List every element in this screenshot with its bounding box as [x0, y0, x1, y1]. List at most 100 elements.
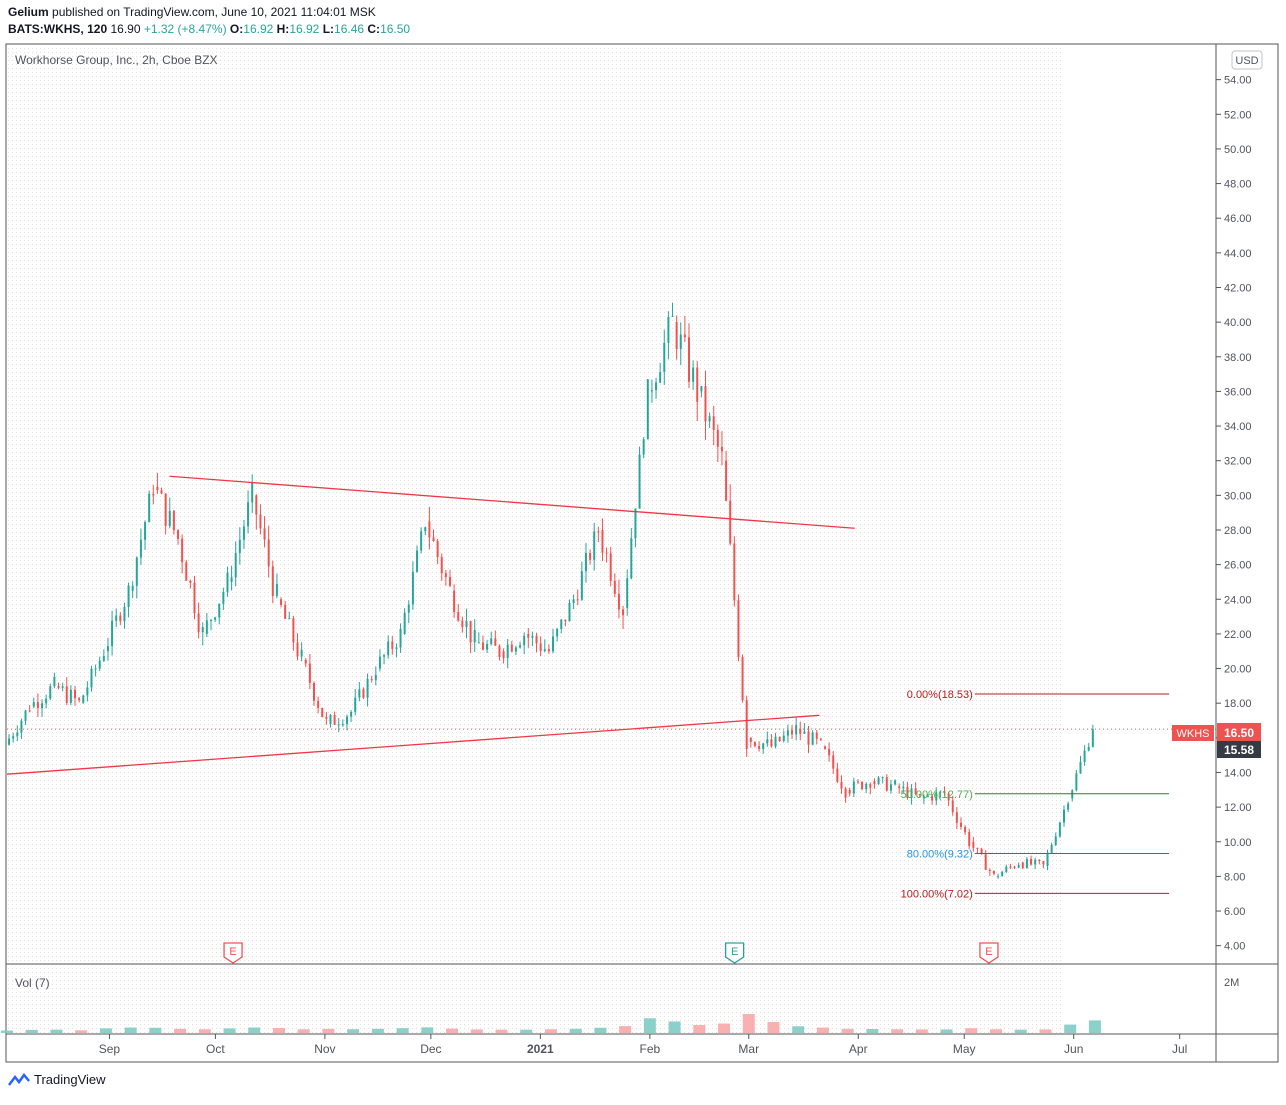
earnings-badge	[724, 942, 745, 964]
volume-bar	[1014, 1029, 1027, 1033]
candle-body	[24, 710, 27, 721]
candle-body	[502, 651, 505, 659]
candle-body	[646, 379, 649, 440]
volume-label: Vol (7)	[15, 976, 50, 990]
earnings-badge	[979, 942, 999, 964]
candle-body	[828, 748, 831, 756]
candle-body	[935, 792, 938, 801]
candle-body	[416, 550, 419, 572]
fib-level-label: 50.00%(12.77)	[901, 789, 973, 801]
candle-body	[345, 716, 348, 725]
candle-body	[704, 386, 707, 422]
open-value: 16.92	[243, 22, 274, 36]
candle-body	[226, 572, 229, 592]
currency-badge[interactable]: USD	[1231, 50, 1263, 70]
candle-body	[580, 571, 583, 600]
candle-body	[1067, 803, 1070, 810]
candle-body	[395, 647, 398, 649]
candles	[8, 302, 1094, 879]
candle-body	[387, 641, 390, 656]
candle-body	[16, 732, 19, 737]
candle-body	[572, 599, 575, 604]
volume-bar	[1064, 1024, 1077, 1033]
candle-body	[663, 342, 666, 373]
volume-bar	[940, 1029, 953, 1033]
candle-body	[65, 686, 68, 703]
candle-body	[836, 768, 839, 782]
chart-frame	[5, 43, 1279, 1063]
y-tick-label: 8.00	[1224, 871, 1245, 883]
candle-body	[20, 720, 23, 733]
candle-body	[931, 795, 934, 801]
candle-body	[642, 439, 645, 455]
price-change: +1.32 (+8.47%)	[143, 22, 227, 36]
candle-body	[457, 611, 460, 621]
candle-body	[424, 527, 427, 532]
candle-body	[712, 416, 715, 430]
volume-bar	[742, 1014, 755, 1033]
volume-bars	[1, 1014, 1101, 1033]
tradingview-icon	[8, 1072, 30, 1086]
candle-body	[584, 553, 587, 572]
y-tick-label: 30.00	[1224, 490, 1252, 502]
candle-body	[152, 493, 155, 496]
candle-body	[271, 566, 274, 596]
candle-body	[823, 746, 826, 749]
volume-bar	[223, 1028, 236, 1033]
candle-body	[1009, 866, 1012, 868]
candle-body	[275, 583, 278, 596]
candle-body	[296, 642, 299, 657]
volume-bar	[619, 1026, 632, 1033]
open-label: O:	[229, 22, 244, 36]
candle-body	[436, 541, 439, 558]
candle-body	[1005, 866, 1008, 872]
candle-body	[683, 334, 686, 338]
candle-body	[263, 528, 266, 540]
candle-body	[214, 617, 217, 620]
volume-bar	[1039, 1029, 1052, 1033]
candle-body	[453, 590, 456, 612]
volume-bar	[792, 1026, 805, 1033]
volume-bar	[1088, 1020, 1101, 1033]
earnings-letter: E	[985, 946, 992, 958]
candle-body	[317, 700, 320, 708]
x-tick-label: Sep	[99, 1042, 121, 1056]
x-tick-label: May	[953, 1042, 976, 1056]
volume-bar	[297, 1029, 310, 1033]
low-label: L:	[322, 22, 335, 36]
candle-body	[41, 703, 44, 709]
candle-body	[123, 606, 126, 622]
candle-body	[1050, 845, 1053, 853]
candle-body	[300, 649, 303, 657]
candle-body	[692, 367, 695, 382]
volume-bar	[668, 1021, 681, 1033]
candle-body	[399, 628, 402, 648]
y-tick-label: 14.00	[1224, 767, 1252, 779]
y-tick-label: 32.00	[1224, 456, 1252, 468]
y-tick-label: 12.00	[1224, 802, 1252, 814]
volume-bar	[965, 1028, 978, 1033]
candle-body	[811, 732, 814, 745]
volume-bar	[174, 1028, 187, 1033]
candle-body	[383, 655, 386, 657]
y-tick-label: 52.00	[1224, 109, 1252, 121]
candle-body	[32, 702, 35, 707]
candle-body	[968, 832, 971, 847]
tradingview-logo[interactable]: TradingView	[8, 1072, 106, 1087]
symbol-interval: BATS:WKHS, 120	[8, 22, 108, 36]
candle-body	[902, 786, 905, 789]
candle-body	[1042, 861, 1045, 865]
candle-body	[284, 604, 287, 619]
candle-body	[1001, 871, 1004, 877]
candle-body	[959, 822, 962, 827]
volume-bar	[322, 1028, 335, 1033]
y-tick-label: 40.00	[1224, 317, 1252, 329]
candle-body	[267, 539, 270, 567]
candle-body	[292, 618, 295, 643]
volume-bar	[816, 1027, 829, 1033]
candle-body	[675, 322, 678, 350]
candle-body	[716, 429, 719, 447]
candle-body	[617, 593, 620, 610]
